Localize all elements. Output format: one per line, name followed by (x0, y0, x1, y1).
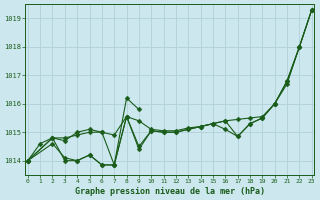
X-axis label: Graphe pression niveau de la mer (hPa): Graphe pression niveau de la mer (hPa) (75, 187, 265, 196)
